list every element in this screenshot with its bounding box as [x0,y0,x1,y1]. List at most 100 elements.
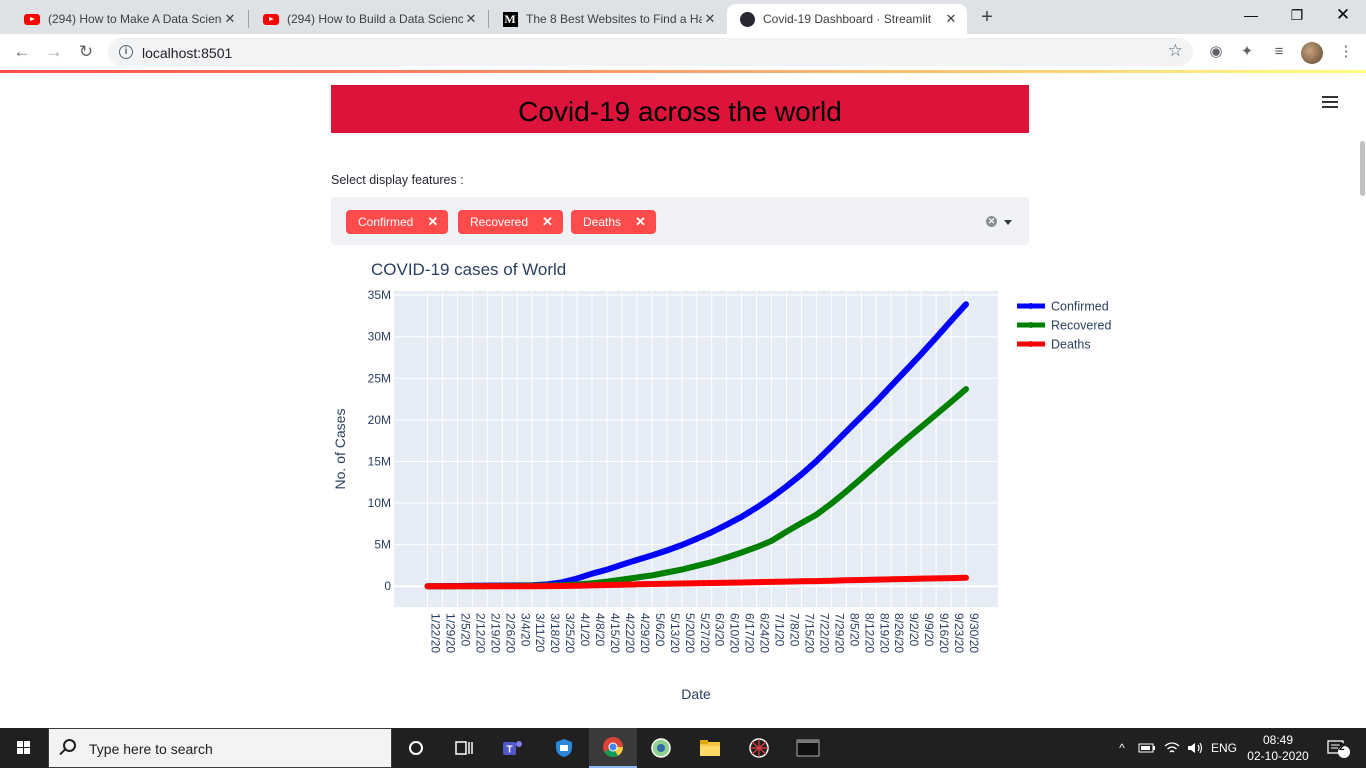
x-tick-label: 4/22/20 [623,613,637,653]
windows-security-icon[interactable] [540,728,588,768]
reload-icon[interactable]: ↻ [78,42,94,61]
teams-icon[interactable]: T [488,728,536,768]
data-point-deaths [425,583,430,589]
url-text: localhost:8501 [142,45,233,61]
data-point-deaths [903,576,909,582]
close-tab-icon[interactable]: ✕ [465,11,477,26]
covid-line-chart[interactable]: 0 5M 10M 15M 20M 25M 30M 35M 1/22/20 1/29/20 2/5/2… [331,256,1131,711]
data-point-deaths [649,581,655,587]
wifi-icon[interactable] [1161,728,1183,768]
clock[interactable]: 08:49 02-10-2020 [1244,728,1312,768]
data-point-deaths [724,580,730,586]
forward-icon[interactable]: → [45,42,63,61]
feature-multiselect[interactable]: Confirmed ✕ Recovered ✕ Deaths ✕ ✕ [331,197,1029,245]
chart-title: COVID-19 cases of World [371,260,566,279]
x-tick-label: 7/1/20 [773,613,787,647]
legend-marker [1028,322,1034,328]
info-icon[interactable]: i [119,45,133,59]
data-point-deaths [828,578,834,584]
app-web-icon[interactable] [735,728,783,768]
bookmark-star-icon[interactable]: ☆ [1167,41,1183,60]
data-point-deaths [559,583,565,589]
minimize-icon[interactable]: — [1244,7,1258,23]
hamburger-menu-icon[interactable] [1322,93,1338,111]
task-view-icon[interactable] [440,728,488,768]
scrollbar-track[interactable] [1358,73,1366,728]
data-point-recovered [769,538,775,544]
x-tick-label: 7/8/20 [788,613,802,647]
data-point-confirmed [813,458,819,464]
windows-start-icon[interactable] [0,728,48,768]
chrome-icon[interactable] [589,728,637,768]
terminal-icon[interactable] [784,728,832,768]
data-point-deaths [858,577,864,583]
data-point-deaths [933,575,939,581]
chip-label: Recovered [470,215,529,229]
page-title-banner: Covid-19 across the world [331,85,1029,133]
scrollbar-thumb[interactable] [1360,141,1365,196]
data-point-deaths [529,583,535,589]
data-point-confirmed [694,536,700,542]
data-point-recovered [724,555,730,561]
data-point-deaths [634,581,640,587]
x-tick-label: 1/22/20 [429,613,443,653]
volume-icon[interactable] [1185,728,1207,768]
back-icon[interactable]: ← [13,42,31,61]
data-point-deaths [499,583,505,589]
new-tab-button[interactable]: + [981,6,993,28]
remove-chip-icon[interactable]: ✕ [427,214,439,229]
data-point-recovered [813,512,819,518]
spyder-ide-icon[interactable] [637,728,685,768]
data-point-deaths [739,579,745,585]
file-explorer-icon[interactable] [686,728,734,768]
chip-recovered[interactable]: Recovered ✕ [458,210,563,234]
clock-time: 08:49 [1262,733,1294,747]
x-tick-label: 8/5/20 [847,613,861,647]
profile-avatar[interactable] [1301,42,1323,64]
browser-tab-3[interactable]: M The 8 Best Websites to Find a Ha ✕ [490,4,726,34]
tab-title: (294) How to Make A Data Scienc [48,12,222,26]
cortana-icon[interactable] [392,728,440,768]
close-tab-icon[interactable]: ✕ [704,11,716,26]
battery-icon[interactable] [1136,728,1158,768]
close-window-icon[interactable]: ✕ [1335,5,1351,24]
browser-tab-active[interactable]: Covid-19 Dashboard · Streamlit ✕ [727,4,967,34]
data-point-deaths [873,577,879,583]
data-point-deaths [484,583,490,589]
browser-tab-2[interactable]: (294) How to Build a Data Scienc ✕ [251,4,487,34]
browser-tab-1[interactable]: (294) How to Make A Data Scienc ✕ [12,4,246,34]
chip-deaths[interactable]: Deaths ✕ [571,210,656,234]
taskbar-search-box[interactable]: Type here to search [48,728,392,768]
clear-all-icon[interactable]: ✕ [986,216,997,227]
data-point-deaths [963,575,969,581]
media-queue-icon[interactable]: ≡ [1274,43,1284,60]
streamlit-icon [739,11,755,27]
legend-label: Recovered [1051,319,1111,333]
x-tick-label: 4/8/20 [593,613,607,647]
x-tick-label: 2/26/20 [503,613,517,653]
kebab-menu-icon[interactable]: ⋮ [1338,43,1354,60]
language-indicator[interactable]: ENG [1210,741,1237,755]
windows-taskbar: Type here to search T ^ ENG 08:49 02-10-… [0,728,1366,768]
data-point-confirmed [948,318,954,324]
data-point-confirmed [828,444,834,450]
action-center-icon[interactable]: 2 [1318,728,1358,768]
remove-chip-icon[interactable]: ✕ [542,214,553,229]
extension-circle-icon[interactable]: ◉ [1209,43,1223,60]
data-point-confirmed [754,505,760,511]
chip-label: Deaths [583,215,622,229]
address-bar[interactable]: i localhost:8501 ☆ [108,38,1193,66]
close-tab-icon[interactable]: ✕ [224,11,236,26]
x-tick-label: 5/27/20 [698,613,712,653]
y-tick-label: 25M [368,371,391,385]
restore-icon[interactable]: ❐ [1290,7,1304,23]
chevron-down-icon[interactable] [1004,220,1012,225]
data-point-confirmed [918,351,924,357]
clock-date: 02-10-2020 [1247,749,1309,763]
chevron-up-icon[interactable]: ^ [1119,741,1125,755]
chip-confirmed[interactable]: Confirmed ✕ [346,210,449,234]
data-point-recovered [694,563,700,569]
close-tab-icon[interactable]: ✕ [945,11,957,26]
remove-chip-icon[interactable]: ✕ [635,214,646,229]
extensions-puzzle-icon[interactable]: ✦ [1240,43,1254,60]
